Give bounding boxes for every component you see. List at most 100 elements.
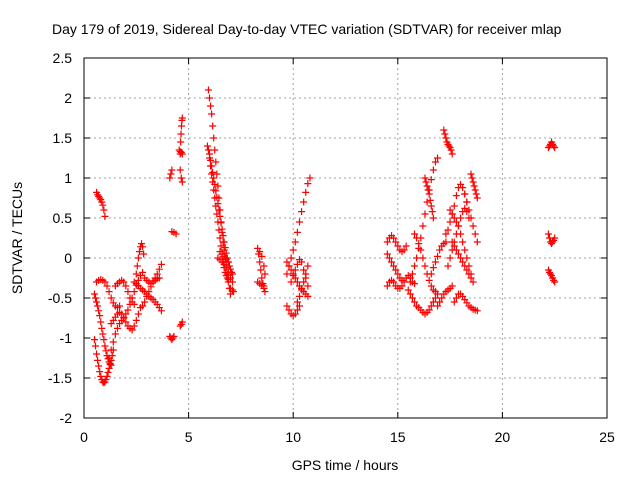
data-point-marker [210,134,218,142]
data-point-marker [469,178,477,186]
data-point-marker [222,264,230,272]
data-point-marker [206,94,214,102]
data-point-marker [429,298,437,306]
data-point-marker [135,248,143,256]
data-point-marker [450,242,458,250]
data-point-marker [293,306,301,314]
data-point-marker [425,306,433,314]
data-point-marker [390,234,398,242]
series-seg-n [166,166,176,182]
series-seg-ax [544,230,559,248]
y-axis-ticks: -2 -1.5 -1 -0.5 0 0.5 1 1.5 2 2.5 [48,50,607,426]
data-point-marker [549,238,557,246]
data-point-marker [109,338,117,346]
data-point-marker [398,276,406,284]
data-point-marker [92,342,100,350]
y-tick-label: -1 [60,330,73,346]
series-seg-ah [383,250,406,284]
data-point-marker [446,206,454,214]
series-seg-m [168,228,180,238]
data-point-marker [101,278,109,286]
y-tick-label: -1.5 [48,370,72,386]
data-point-marker [224,258,232,266]
data-point-marker [229,270,237,278]
data-point-marker [423,198,431,206]
data-point-marker [411,280,419,288]
data-point-marker [385,254,393,262]
data-point-marker [101,342,109,350]
series-seg-d [93,276,124,312]
data-point-marker [298,286,306,294]
data-point-marker [452,192,460,200]
data-point-marker [448,210,456,218]
series-seg-ao [440,126,456,158]
data-point-marker [96,194,104,202]
data-point-marker [155,274,163,282]
y-tick-label: 1 [64,170,72,186]
series-seg-ay [544,266,559,286]
series-seg-w [216,248,238,296]
series-seg-an [434,282,456,310]
data-point-marker [434,290,442,298]
data-point-marker [283,302,291,310]
data-point-marker [429,166,437,174]
series-seg-k [141,274,163,288]
data-point-marker [402,242,410,250]
data-point-marker [459,258,467,266]
data-point-marker [550,142,558,150]
data-point-marker [206,154,214,162]
data-point-marker [550,276,558,284]
data-point-marker [101,212,109,220]
data-point-marker [467,214,475,222]
data-point-marker [122,282,130,290]
data-point-marker [431,158,439,166]
data-point-marker [446,254,454,262]
data-point-marker [300,198,308,206]
data-point-marker [431,258,439,266]
data-point-marker [406,290,414,298]
y-tick-label: -2 [60,410,73,426]
data-point-marker [457,254,465,262]
series-seg-ae [293,262,312,306]
data-point-marker [107,361,115,369]
series-seg-at [450,290,481,315]
data-points [90,86,559,387]
data-point-marker [461,190,469,198]
data-point-marker [287,278,295,286]
data-point-marker [445,142,453,150]
data-point-marker [551,234,559,242]
data-point-marker [291,238,299,246]
data-point-marker [444,226,452,234]
data-point-marker [157,260,165,268]
data-point-marker [203,142,211,150]
data-point-marker [226,274,234,282]
series-seg-ak [411,230,442,298]
data-point-marker [170,332,178,340]
data-point-marker [450,298,458,306]
data-point-marker [178,114,186,122]
data-point-marker [98,198,106,206]
data-point-marker [122,318,130,326]
data-point-marker [547,270,555,278]
data-point-marker [208,110,216,118]
series-seg-ai [404,286,439,318]
data-point-marker [124,306,132,314]
data-point-marker [457,214,465,222]
data-point-marker [97,372,105,380]
data-point-marker [166,174,174,182]
data-point-marker [450,202,458,210]
data-point-marker [383,282,391,290]
data-point-marker [444,262,452,270]
data-point-marker [99,330,107,338]
data-point-marker [390,262,398,270]
data-point-marker [217,219,225,227]
data-point-marker [424,186,432,194]
series-seg-o [176,114,186,158]
series-seg-q [176,166,186,186]
data-point-marker [304,292,312,300]
data-point-marker [139,302,147,310]
series-seg-a [93,188,109,220]
data-point-marker [120,278,128,286]
data-point-marker [551,144,559,152]
data-point-marker [454,250,462,258]
